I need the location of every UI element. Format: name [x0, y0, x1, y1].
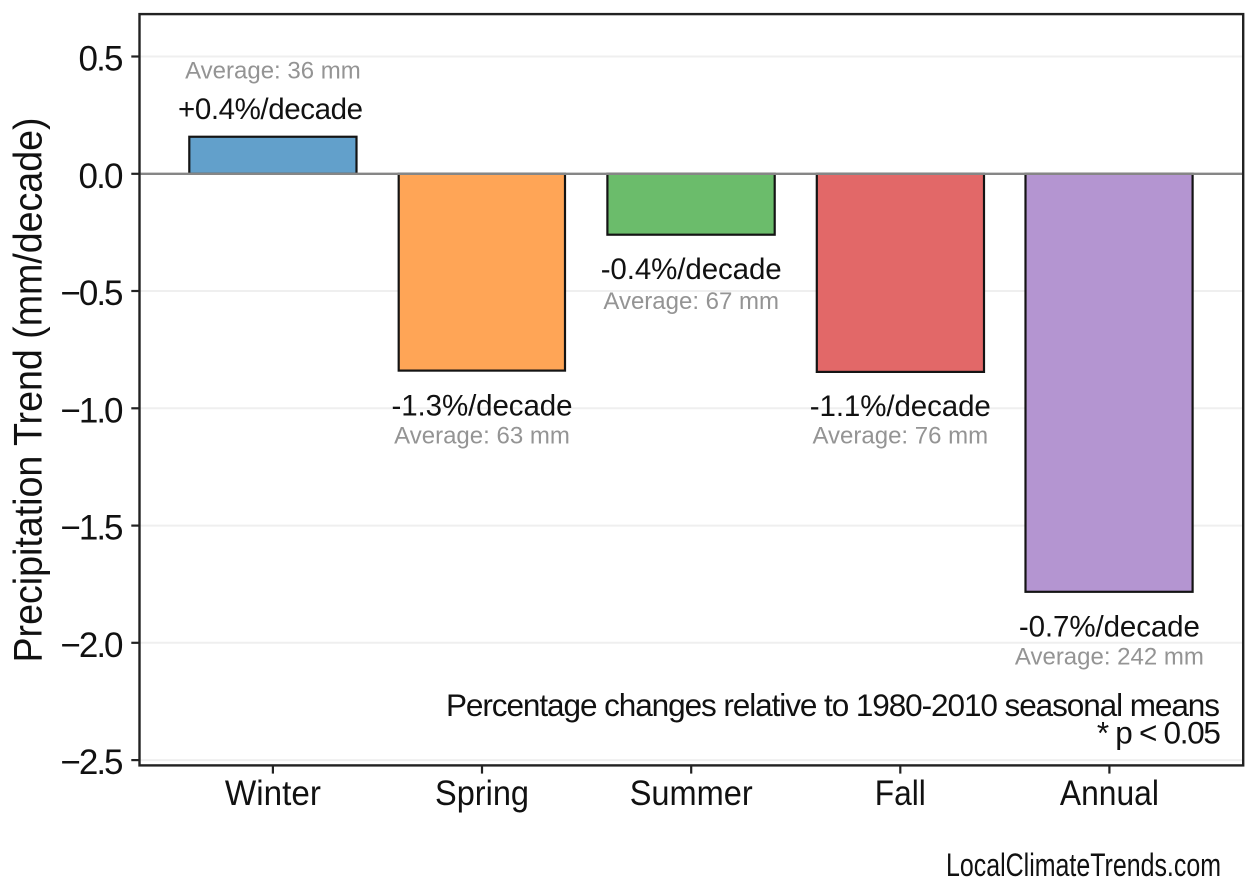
svg-text:-0.7%/decade: -0.7%/decade — [1019, 610, 1200, 643]
svg-text:−2.0: −2.0 — [61, 626, 124, 665]
svg-text:−1.0: −1.0 — [61, 391, 124, 430]
svg-text:* p < 0.05: * p < 0.05 — [1097, 715, 1221, 751]
svg-text:−1.5: −1.5 — [61, 509, 124, 548]
svg-text:LocalClimateTrends.com: LocalClimateTrends.com — [946, 847, 1221, 883]
svg-text:Fall: Fall — [875, 774, 926, 813]
svg-text:Winter: Winter — [225, 774, 321, 813]
svg-text:−2.5: −2.5 — [61, 743, 124, 782]
svg-text:Average: 67 mm: Average: 67 mm — [603, 288, 779, 315]
svg-text:Average: 36 mm: Average: 36 mm — [185, 57, 361, 84]
svg-text:0.0: 0.0 — [79, 157, 124, 196]
svg-text:Average: 76 mm: Average: 76 mm — [812, 423, 988, 450]
svg-text:Summer: Summer — [630, 774, 753, 813]
svg-text:Precipitation Trend (mm/decade: Precipitation Trend (mm/decade) — [7, 118, 51, 663]
svg-text:-0.4%/decade: -0.4%/decade — [601, 253, 782, 286]
svg-text:−0.5: −0.5 — [61, 274, 124, 313]
svg-text:+0.4%/decade: +0.4%/decade — [178, 93, 363, 126]
svg-text:Percentage changes relative to: Percentage changes relative to 1980-2010… — [446, 687, 1220, 723]
svg-text:0.5: 0.5 — [79, 40, 124, 79]
svg-text:Average: 242 mm: Average: 242 mm — [1015, 643, 1204, 670]
svg-text:Annual: Annual — [1060, 774, 1159, 813]
svg-text:-1.1%/decade: -1.1%/decade — [810, 390, 991, 423]
svg-text:Spring: Spring — [435, 774, 529, 813]
svg-text:Average: 63 mm: Average: 63 mm — [394, 422, 570, 449]
svg-text:-1.3%/decade: -1.3%/decade — [392, 390, 573, 423]
